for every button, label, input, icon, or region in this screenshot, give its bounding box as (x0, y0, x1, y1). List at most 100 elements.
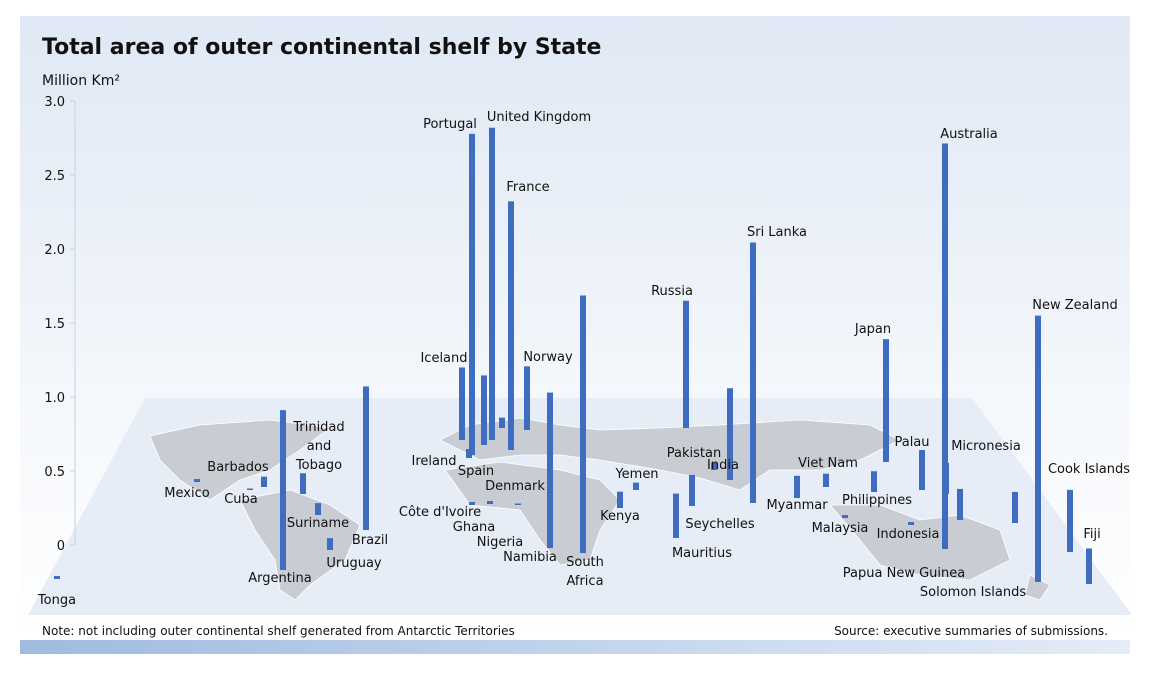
country-label: Argentina (248, 571, 312, 586)
bar (261, 476, 267, 487)
bar (315, 503, 321, 515)
bar (957, 488, 963, 520)
bar (617, 491, 623, 508)
bar (327, 538, 333, 550)
bar (489, 127, 495, 440)
country-label: Palau (894, 435, 930, 450)
bar (794, 475, 800, 498)
bar (280, 410, 286, 570)
bar (823, 473, 829, 487)
bar (580, 295, 586, 553)
country-label: Indonesia (876, 527, 940, 542)
y-tick-label: 1.0 (44, 391, 65, 406)
country-label: Denmark (485, 479, 545, 494)
bar (547, 392, 553, 548)
bar (683, 300, 689, 428)
country-label: Nigeria (476, 535, 524, 550)
country-label: Spain (457, 464, 495, 479)
bar (499, 417, 505, 428)
bar (363, 386, 369, 530)
country-label: Norway (523, 350, 573, 365)
country-label: Portugal (423, 117, 477, 132)
country-label: Ghana (452, 520, 496, 535)
country-label: Australia (940, 127, 998, 142)
country-label: France (506, 180, 550, 195)
country-label: Seychelles (685, 517, 755, 532)
y-tick-label: 2.0 (44, 243, 65, 258)
country-label: Japan (854, 322, 892, 337)
country-label: Mauritius (671, 546, 733, 561)
country-label: New Zealand (1032, 298, 1118, 313)
country-label: Yemen (615, 467, 659, 482)
country-label: India (707, 458, 739, 473)
note: Note: not including outer continental sh… (42, 624, 515, 638)
y-tick-label: 3.0 (44, 95, 65, 110)
country-label: South Africa (566, 555, 604, 589)
bar (194, 479, 200, 482)
country-label: Micronesia (951, 439, 1021, 454)
bar (459, 367, 465, 440)
country-label: Malaysia (811, 521, 869, 536)
bar (673, 493, 679, 538)
bar (481, 375, 487, 445)
country-label: Viet Nam (798, 456, 858, 471)
bar (727, 388, 733, 480)
country-label: Myanmar (766, 498, 828, 513)
country-label: Pakistan (666, 446, 722, 461)
bar (711, 462, 717, 470)
y-tick-label: 0.5 (44, 465, 65, 480)
y-axis-label: Million Km² (42, 73, 120, 89)
country-label: Cuba (224, 492, 258, 507)
country-label: Brazil (351, 533, 389, 548)
bar (524, 366, 530, 430)
y-tick-label: 1.5 (44, 317, 65, 332)
country-label: Trinidad and Tobago (293, 420, 345, 473)
bar (54, 576, 60, 579)
country-label: Cook Islands (1047, 462, 1131, 477)
bar (942, 143, 948, 550)
bar (247, 488, 253, 490)
bar (883, 339, 889, 462)
bar (842, 515, 848, 518)
footer-strip (20, 640, 1130, 654)
bar (871, 471, 877, 492)
bar (515, 503, 521, 505)
country-label: Barbados (207, 460, 269, 475)
bar (1035, 315, 1041, 582)
country-label: Suriname (286, 516, 350, 531)
bar (689, 474, 695, 506)
y-tick-label: 2.5 (44, 169, 65, 184)
bar (1012, 491, 1018, 523)
bar (508, 201, 514, 450)
country-label: Kenya (600, 509, 640, 524)
bar (919, 450, 925, 490)
bar (469, 502, 475, 505)
map-land (149, 417, 1051, 601)
bar (1086, 548, 1092, 584)
country-label: Côte d'Ivoire (398, 505, 482, 520)
bar (466, 449, 472, 458)
bar (633, 482, 639, 490)
country-label: Ireland (411, 454, 457, 469)
country-label: Fiji (1083, 527, 1101, 542)
bar (300, 473, 306, 494)
country-label: Solomon Islands (919, 585, 1027, 600)
country-label: United Kingdom (486, 110, 592, 125)
country-label: Mexico (164, 486, 210, 501)
country-label: Iceland (420, 351, 468, 366)
country-label: Sri Lanka (746, 225, 808, 240)
bar (750, 242, 756, 503)
chart-title: Total area of outer continental shelf by… (42, 35, 602, 60)
bar (487, 501, 493, 504)
country-label: Papua New Guinea (842, 566, 966, 581)
bar (469, 133, 475, 455)
country-label: Tonga (37, 593, 77, 608)
y-tick-label: 0 (57, 539, 65, 554)
country-label: Namibia (503, 550, 557, 565)
bar (908, 522, 914, 525)
country-label: Russia (651, 284, 693, 299)
country-label: Uruguay (326, 556, 382, 571)
bar (1067, 489, 1073, 552)
